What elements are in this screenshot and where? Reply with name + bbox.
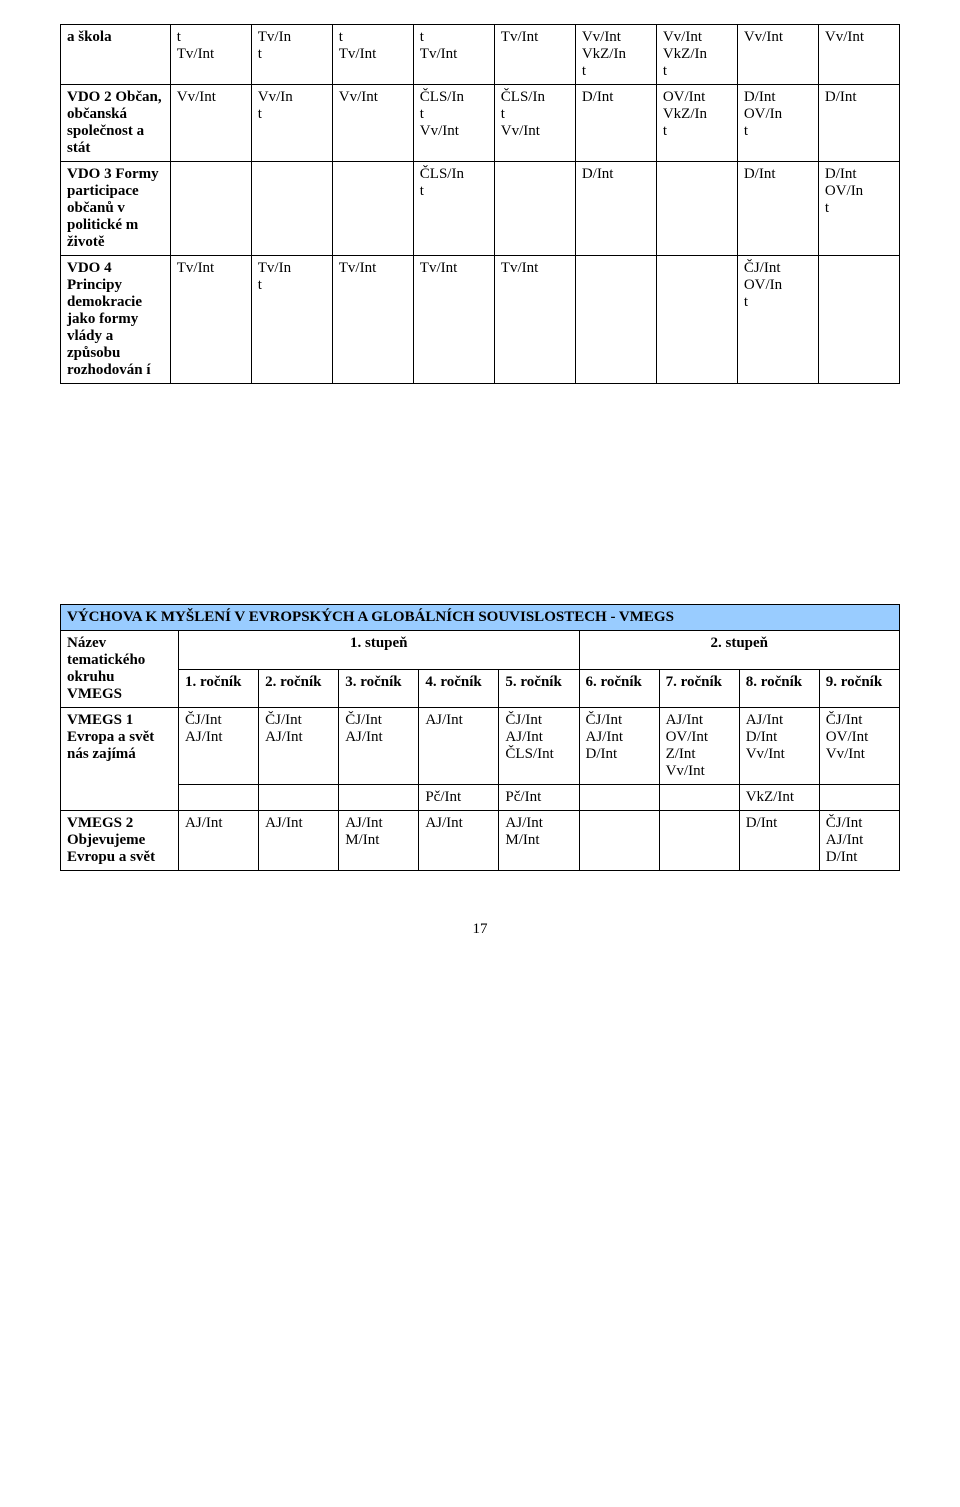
grade-left: 1. stupeň — [179, 631, 579, 670]
table-vmegs: VÝCHOVA K MYŠLENÍ V EVROPSKÝCH A GLOBÁLN… — [60, 604, 900, 871]
table-cell: ČJ/IntAJ/Int — [179, 708, 259, 785]
table-cell: ČJ/IntAJ/Int — [259, 708, 339, 785]
table-cell: tTv/Int — [413, 25, 494, 85]
table-cell: Vv/Int — [737, 25, 818, 85]
col-header: 2. ročník — [259, 669, 339, 708]
table-cell: D/IntOV/Int — [818, 162, 899, 256]
table-cell: AJ/IntM/Int — [499, 811, 579, 871]
table-cell: D/Int — [575, 162, 656, 256]
table-cell: Vv/IntVkZ/Int — [656, 25, 737, 85]
table-cell: D/Int — [739, 811, 819, 871]
table-cell: ČLS/IntVv/Int — [494, 85, 575, 162]
col-header: 7. ročník — [659, 669, 739, 708]
table-title: VÝCHOVA K MYŠLENÍ V EVROPSKÝCH A GLOBÁLN… — [61, 605, 900, 631]
table-cell: OV/IntVkZ/Int — [656, 85, 737, 162]
row-label: VDO 3 Formy participace občanů v politic… — [61, 162, 171, 256]
table-cell: AJ/IntM/Int — [339, 811, 419, 871]
col-header: 4. ročník — [419, 669, 499, 708]
col-header: 5. ročník — [499, 669, 579, 708]
row-label: VDO 2 Občan, občanská společnost a stát — [61, 85, 171, 162]
table-vdo: a školatTv/IntTv/InttTv/InttTv/IntTv/Int… — [60, 24, 900, 384]
table-row: a školatTv/IntTv/InttTv/InttTv/IntTv/Int… — [61, 25, 900, 85]
table-cell — [332, 162, 413, 256]
page: a školatTv/IntTv/InttTv/InttTv/IntTv/Int… — [0, 0, 960, 978]
table-cell: D/Int — [575, 85, 656, 162]
table-cell: Tv/Int — [413, 256, 494, 384]
table-cell — [339, 785, 419, 811]
table-row: VMEGS 2 Objevujeme Evropu a světAJ/IntAJ… — [61, 811, 900, 871]
table-cell — [659, 785, 739, 811]
table-row: Název tematického okruhu VMEGS1. stupeň2… — [61, 631, 900, 670]
table-cell — [656, 162, 737, 256]
table-cell: ČJ/IntAJ/IntD/Int — [819, 811, 899, 871]
row-label: a škola — [61, 25, 171, 85]
col-header: 8. ročník — [739, 669, 819, 708]
table-cell: ČLS/Int — [413, 162, 494, 256]
table-cell: AJ/Int — [179, 811, 259, 871]
table-cell: Tv/Int — [494, 25, 575, 85]
name-header: Název tematického okruhu VMEGS — [61, 631, 179, 708]
table-cell: AJ/Int — [419, 811, 499, 871]
table-cell: Tv/Int — [251, 25, 332, 85]
table-cell — [579, 785, 659, 811]
table-row: VDO 4 Principy demokracie jako formy vlá… — [61, 256, 900, 384]
table-cell: AJ/IntD/IntVv/Int — [739, 708, 819, 785]
spacer — [60, 384, 900, 604]
table-cell — [179, 785, 259, 811]
table-cell: Tv/Int — [170, 256, 251, 384]
table-cell: ČJ/IntAJ/IntD/Int — [579, 708, 659, 785]
row-label: VMEGS 1 Evropa a svět nás zajímá — [61, 708, 179, 811]
table-cell: VkZ/Int — [739, 785, 819, 811]
table-cell: tTv/Int — [332, 25, 413, 85]
table-cell: Pč/Int — [419, 785, 499, 811]
table-cell: Tv/Int — [332, 256, 413, 384]
table-cell: ČJ/IntAJ/IntČLS/Int — [499, 708, 579, 785]
table-row: VMEGS 1 Evropa a svět nás zajímáČJ/IntAJ… — [61, 708, 900, 785]
col-header: 9. ročník — [819, 669, 899, 708]
table-title-row: VÝCHOVA K MYŠLENÍ V EVROPSKÝCH A GLOBÁLN… — [61, 605, 900, 631]
table-cell — [819, 785, 899, 811]
table-cell — [575, 256, 656, 384]
table-cell: Vv/Int — [818, 25, 899, 85]
table-cell: Vv/Int — [332, 85, 413, 162]
table-cell: AJ/Int — [419, 708, 499, 785]
table-cell: Vv/Int — [251, 85, 332, 162]
table-cell — [818, 256, 899, 384]
table-cell: tTv/Int — [170, 25, 251, 85]
table-cell: ČJ/IntOV/IntVv/Int — [819, 708, 899, 785]
col-header: 3. ročník — [339, 669, 419, 708]
row-label: VDO 4 Principy demokracie jako formy vlá… — [61, 256, 171, 384]
table-cell — [251, 162, 332, 256]
table-row: VDO 2 Občan, občanská společnost a státV… — [61, 85, 900, 162]
table-cell — [659, 811, 739, 871]
table-cell: Pč/Int — [499, 785, 579, 811]
table-cell: ČJ/IntOV/Int — [737, 256, 818, 384]
table-cell: Vv/IntVkZ/Int — [575, 25, 656, 85]
table-cell: ČLS/IntVv/Int — [413, 85, 494, 162]
table-cell: Tv/Int — [494, 256, 575, 384]
table-row: 1. ročník2. ročník3. ročník4. ročník5. r… — [61, 669, 900, 708]
table-cell — [259, 785, 339, 811]
table-cell: ČJ/IntAJ/Int — [339, 708, 419, 785]
grade-right: 2. stupeň — [579, 631, 900, 670]
table-cell: AJ/Int — [259, 811, 339, 871]
table-cell: D/IntOV/Int — [737, 85, 818, 162]
table-cell — [579, 811, 659, 871]
table-cell: Tv/Int — [251, 256, 332, 384]
row-label: VMEGS 2 Objevujeme Evropu a svět — [61, 811, 179, 871]
col-header: 1. ročník — [179, 669, 259, 708]
table-cell — [656, 256, 737, 384]
table-row: Pč/IntPč/Int VkZ/Int — [61, 785, 900, 811]
table-cell: D/Int — [818, 85, 899, 162]
table-cell: Vv/Int — [170, 85, 251, 162]
col-header: 6. ročník — [579, 669, 659, 708]
table-cell: AJ/IntOV/IntZ/IntVv/Int — [659, 708, 739, 785]
table-cell: D/Int — [737, 162, 818, 256]
table-cell — [170, 162, 251, 256]
table-cell — [494, 162, 575, 256]
page-number: 17 — [60, 921, 900, 938]
table-row: VDO 3 Formy participace občanů v politic… — [61, 162, 900, 256]
